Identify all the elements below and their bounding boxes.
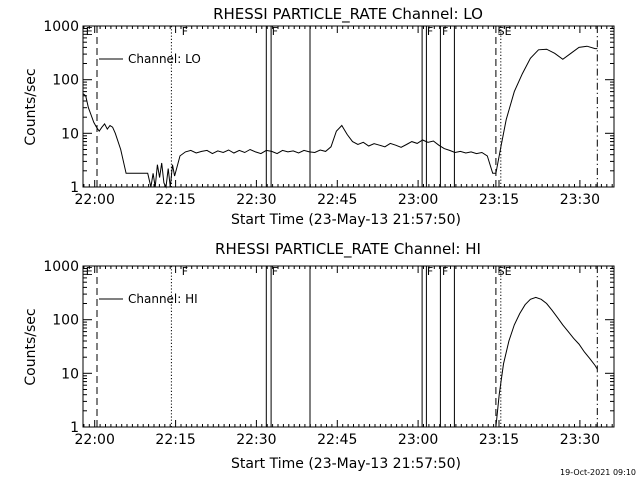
x-tick-label: 22:30	[236, 192, 276, 208]
series-line	[495, 296, 598, 428]
y-tick-label: 1000	[43, 19, 79, 35]
x-tick-label: 23:30	[560, 192, 600, 208]
y-tick-label: 1000	[43, 259, 79, 275]
x-tick-label: 22:15	[155, 192, 195, 208]
x-tick-label: 22:45	[317, 432, 357, 448]
chart-panel-lo: RHESSI PARTICLE_RATE Channel: LO Start T…	[23, 5, 615, 228]
x-tick-label: 23:15	[479, 192, 519, 208]
x-tick-label: 22:00	[75, 432, 115, 448]
flag-label: F	[427, 265, 433, 278]
x-tick-label: 23:00	[398, 432, 438, 448]
y-tick-label: 10	[61, 366, 79, 382]
y-tick-label: 100	[52, 73, 79, 89]
x-tick-label: 23:15	[479, 432, 519, 448]
y-axis-label: Counts/sec	[23, 68, 39, 145]
flag-label: F	[182, 265, 188, 278]
legend-label: Channel: HI	[128, 292, 198, 306]
y-tick-label: 100	[52, 313, 79, 329]
x-tick-label: 22:00	[75, 192, 115, 208]
x-tick-label: 23:00	[398, 192, 438, 208]
y-tick-label: 1	[70, 420, 79, 436]
flag-label: E	[86, 25, 93, 38]
flag-label: F	[272, 25, 278, 38]
flag-label: SE	[498, 25, 512, 38]
series-line	[82, 45, 598, 189]
flag-label: SE	[498, 265, 512, 278]
flag-label: F	[182, 25, 188, 38]
x-tick-label: 22:30	[236, 432, 276, 448]
x-axis-label: Start Time (23-May-13 21:57:50)	[231, 456, 461, 472]
legend-label: Channel: LO	[128, 52, 201, 66]
chart-title: RHESSI PARTICLE_RATE Channel: HI	[215, 240, 481, 259]
x-tick-label: 22:15	[155, 432, 195, 448]
x-tick-label: 22:45	[317, 192, 357, 208]
flag-label: E	[86, 265, 93, 278]
flag-label: F	[272, 265, 278, 278]
flag-label: F	[427, 25, 433, 38]
x-tick-label: 23:30	[560, 432, 600, 448]
chart-panel-hi: RHESSI PARTICLE_RATE Channel: HI Start T…	[23, 240, 615, 472]
flag-label: F	[442, 25, 448, 38]
y-tick-label: 1	[70, 180, 79, 196]
footer-timestamp: 19-Oct-2021 09:10	[560, 468, 636, 477]
y-axis-label: Counts/sec	[23, 308, 39, 385]
flag-label: F	[442, 265, 448, 278]
y-tick-label: 10	[61, 126, 79, 142]
chart-title: RHESSI PARTICLE_RATE Channel: LO	[213, 5, 483, 24]
x-axis-label: Start Time (23-May-13 21:57:50)	[231, 212, 461, 228]
